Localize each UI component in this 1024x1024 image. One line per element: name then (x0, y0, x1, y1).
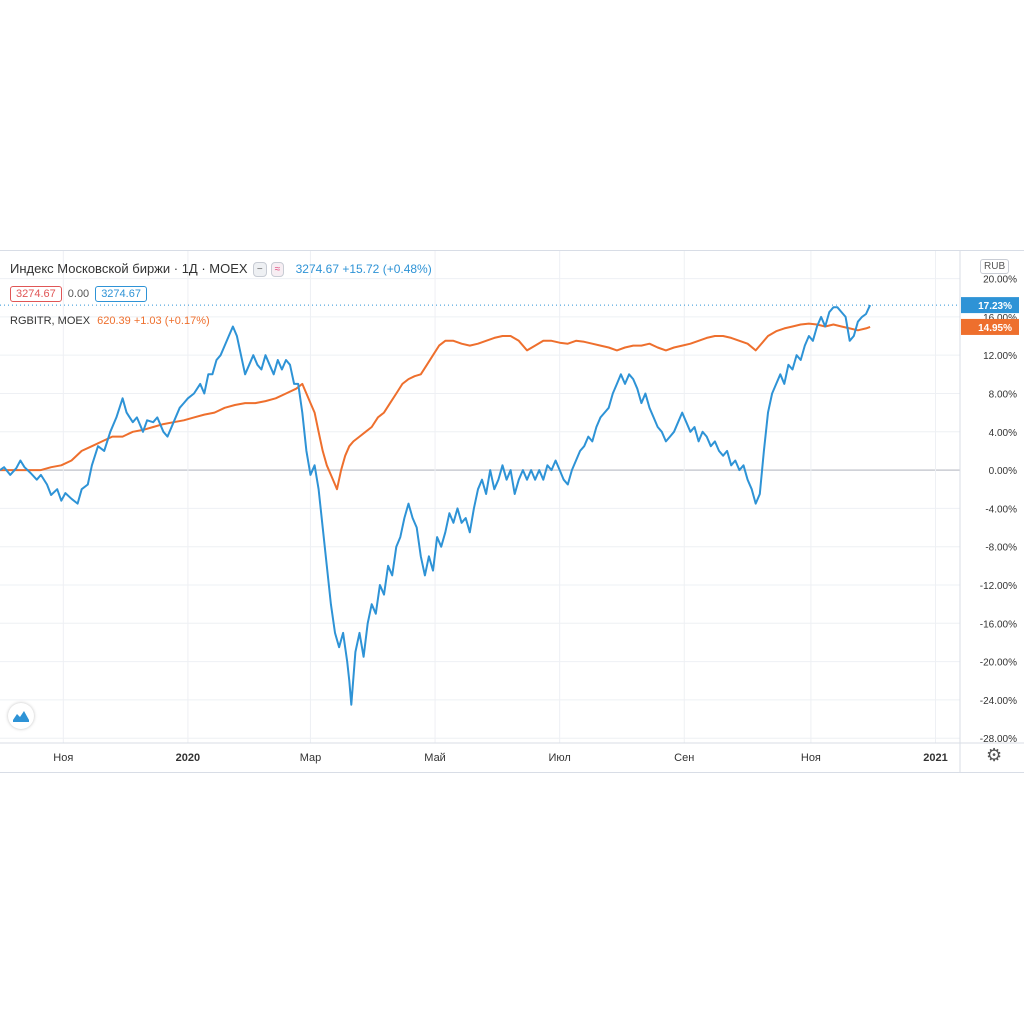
symbol-title[interactable]: Индекс Московской биржи · 1Д · MOEX (10, 261, 248, 276)
x-tick-label: Мар (300, 752, 322, 764)
x-tick-label: Сен (674, 752, 694, 764)
price-change-text: 3274.67 +15.72 (+0.48%) (295, 262, 432, 276)
gear-icon[interactable]: ⚙ (986, 745, 1003, 765)
compare-icon[interactable]: ≈ (270, 262, 285, 277)
x-tick-label: 2021 (923, 752, 947, 764)
series2-name[interactable]: RGBITR, MOEX (10, 315, 91, 327)
x-tick-label: Май (424, 752, 446, 764)
y-tick-label: -28.00% (980, 734, 1017, 745)
y-tick-label: 16.00% (983, 313, 1017, 324)
y-tick-label: -16.00% (980, 619, 1017, 630)
y-tick-label: -4.00% (985, 504, 1017, 515)
series-line-rgbitr (0, 322, 871, 491)
y-tick-label: -12.00% (980, 581, 1017, 592)
x-tick-label: Июл (548, 752, 570, 764)
x-tick-label: Ноя (801, 752, 821, 764)
y-tick-label: -24.00% (980, 696, 1017, 707)
bid-box: 3274.67 (10, 286, 62, 302)
legend-main: Индекс Московской биржи · 1Д · MOEX − ≈ 3… (10, 261, 432, 277)
y-tick-label: 20.00% (983, 275, 1017, 286)
last-value-label-imoex: 17.23% (978, 301, 1012, 312)
legend-series2: RGBITR, MOEX 620.39 +1.03 (+0.17%) (10, 315, 210, 327)
y-tick-label: 4.00% (989, 428, 1017, 439)
chart-panel: 20.00% 16.00% 12.00% 8.00% 4.00% 0.00% -4.00% -… (0, 250, 1024, 773)
series-line-imoex (0, 304, 872, 706)
y-tick-label: -8.00% (985, 543, 1017, 554)
legend-boxes: 3274.67 0.00 3274.67 (10, 286, 147, 302)
x-tick-label: Ноя (53, 752, 73, 764)
y-tick-label: -20.00% (980, 658, 1017, 669)
x-tick-label: 2020 (176, 752, 200, 764)
last-value-label-rgbitr: 14.95% (978, 323, 1012, 334)
series2-value-text: 620.39 +1.03 (+0.17%) (97, 315, 210, 327)
minus-icon[interactable]: − (252, 262, 267, 277)
last-value-badge-rgbitr (961, 318, 1019, 335)
y-tick-label: 0.00% (989, 466, 1017, 477)
currency-badge[interactable]: RUB (980, 259, 1010, 274)
spread-value: 0.00 (67, 288, 90, 300)
tradingview-cloud-icon[interactable] (8, 703, 34, 729)
last-value-badge-imoex (961, 297, 1019, 314)
y-tick-label: 12.00% (983, 351, 1017, 362)
chart-canvas[interactable]: 20.00% 16.00% 12.00% 8.00% 4.00% 0.00% -4.00% -… (0, 251, 1024, 772)
ask-box: 3274.67 (95, 286, 147, 302)
y-tick-label: 8.00% (989, 389, 1017, 400)
